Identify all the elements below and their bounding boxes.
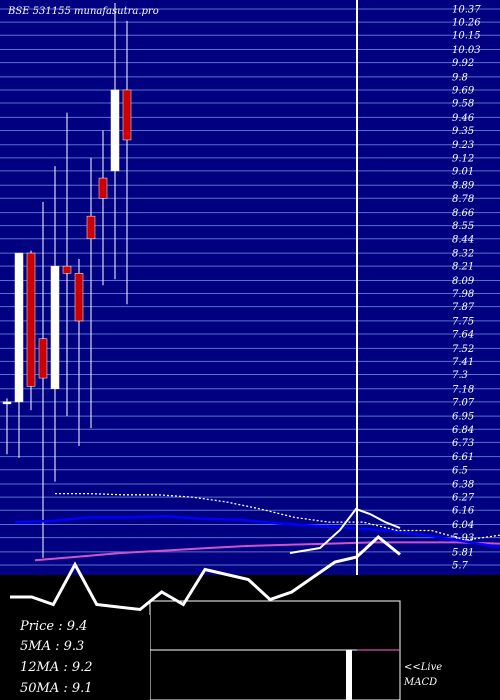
- y-tick-label: 9.92: [452, 58, 474, 69]
- y-tick-label: 8.89: [452, 181, 475, 192]
- candle-body: [122, 89, 132, 141]
- y-tick-label: 10.37: [452, 5, 481, 16]
- y-tick-label: 8.44: [452, 234, 474, 245]
- y-tick-label: 9.35: [452, 126, 474, 137]
- candle-body: [74, 273, 84, 322]
- y-tick-label: 8.32: [452, 249, 474, 260]
- candle-body: [98, 177, 108, 199]
- y-tick-label: 7.3: [452, 370, 468, 381]
- grid-lines: [0, 8, 500, 566]
- macd-histogram-bar: [346, 650, 352, 700]
- chart-background: [0, 0, 500, 575]
- y-tick-label: 8.66: [452, 208, 475, 219]
- ma-white-dotted-line: [55, 492, 500, 541]
- candle-body: [38, 338, 48, 379]
- candle-body: [50, 265, 60, 390]
- y-tick-label: 5.7: [452, 561, 469, 572]
- y-tick-label: 5.81: [452, 547, 474, 558]
- y-tick-label: 6.84: [452, 425, 474, 436]
- ma50-label: 50MA : 9.1: [20, 681, 93, 696]
- y-tick-label: 9.69: [452, 85, 475, 96]
- ma-blue-line: [14, 514, 500, 549]
- candle-body: [2, 401, 12, 405]
- y-tick-label: 6.61: [452, 452, 474, 463]
- y-tick-label: 6.38: [452, 480, 474, 491]
- candle-body: [110, 89, 120, 172]
- y-tick-label: 10.15: [452, 31, 481, 42]
- y-tick-label: 6.16: [452, 506, 475, 517]
- price-label: Price : 9.4: [19, 619, 87, 634]
- y-tick-label: 7.75: [452, 316, 474, 327]
- y-tick-label: 9.46: [452, 113, 475, 124]
- y-tick-label: 6.04: [452, 520, 474, 531]
- chart-title: BSE 531155 munafasutra.pro: [7, 6, 159, 17]
- macd-label: MACD: [403, 677, 437, 688]
- y-tick-label: 7.52: [452, 344, 474, 355]
- y-axis-ticks: 10.37 10.26 10.15 10.03 9.92 9.8 9.69 9.58 9.46 9…: [452, 5, 481, 572]
- y-tick-label: 9.8: [452, 72, 468, 83]
- candle-body: [14, 252, 24, 403]
- candle-body: [62, 265, 72, 274]
- y-tick-label: 9.58: [452, 99, 474, 110]
- ma5-label: 5MA : 9.3: [20, 639, 84, 654]
- candle-body: [86, 215, 96, 240]
- live-label: <<Live: [404, 662, 442, 673]
- y-tick-label: 8.55: [452, 221, 474, 232]
- y-tick-label: 7.07: [452, 397, 475, 408]
- y-tick-label: 7.18: [452, 384, 474, 395]
- y-tick-label: 7.98: [452, 289, 474, 300]
- y-tick-label: 10.03: [452, 45, 481, 56]
- y-tick-label: 7.41: [452, 357, 474, 368]
- y-tick-label: 8.09: [452, 276, 475, 287]
- y-tick-label: 10.26: [452, 18, 481, 29]
- y-tick-label: 7.87: [452, 302, 475, 313]
- y-tick-label: 7.64: [452, 330, 474, 341]
- y-tick-label: 9.12: [452, 153, 474, 164]
- y-tick-label: 6.95: [452, 412, 474, 423]
- macd-line: [10, 535, 401, 612]
- y-tick-label: 9.23: [452, 140, 474, 151]
- y-tick-label: 8.78: [452, 194, 474, 205]
- ma-magenta-line: [34, 541, 500, 562]
- y-tick-label: 8.21: [452, 262, 474, 273]
- candles: [2, 3, 132, 558]
- y-tick-label: 6.73: [452, 438, 474, 449]
- info-box: [0, 615, 150, 700]
- ma12-label: 12MA : 9.2: [20, 660, 93, 675]
- y-tick-label: 6.5: [452, 465, 468, 476]
- y-tick-label: 6.27: [452, 493, 475, 504]
- candle-body: [26, 252, 36, 387]
- y-tick-label: 9.01: [452, 166, 474, 177]
